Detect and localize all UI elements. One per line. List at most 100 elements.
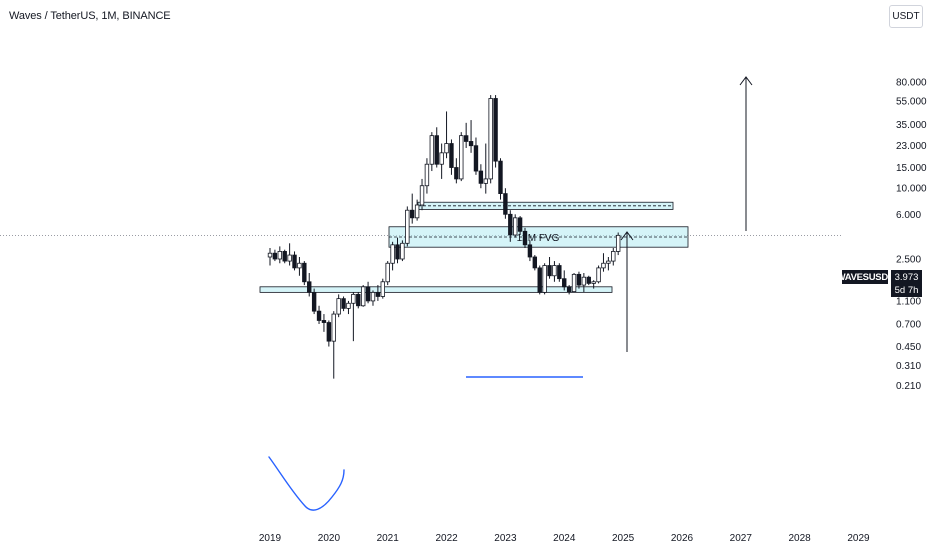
candle — [611, 248, 616, 266]
candle-body-up — [370, 291, 376, 302]
x-tick-label: 2026 — [671, 533, 694, 544]
candle-body-down — [557, 265, 562, 280]
candle — [341, 296, 346, 312]
up-arrow-long — [739, 76, 753, 231]
candle — [483, 143, 488, 194]
candle — [473, 137, 479, 175]
candle — [454, 158, 459, 184]
candle-body-down — [537, 267, 542, 293]
candle — [429, 132, 435, 172]
candle — [282, 249, 287, 264]
candle-body-up — [488, 98, 493, 180]
candle-body-up — [297, 262, 302, 269]
candle — [414, 199, 420, 221]
candle — [522, 227, 528, 249]
candle — [267, 248, 273, 266]
x-tick-label: 2022 — [435, 533, 458, 544]
candle — [493, 95, 498, 168]
x-tick-label: 2029 — [847, 533, 870, 544]
x-tick-label: 2023 — [494, 533, 517, 544]
candle — [439, 143, 444, 179]
candle-body-up — [459, 135, 464, 180]
candle — [517, 216, 523, 235]
candle — [370, 290, 376, 306]
drawings-layer — [268, 76, 753, 511]
y-axis[interactable]: 80.000 55.000 35.000 23.000 15.000 10.000 6.00… — [896, 78, 927, 392]
candle-body-down — [434, 135, 439, 165]
candle — [591, 280, 596, 289]
zone-box — [259, 286, 613, 293]
zones-layer: 12M FVG — [259, 201, 689, 293]
y-tick-label: 0.310 — [896, 361, 921, 372]
candle-body-down — [463, 135, 469, 142]
arrow-head — [620, 231, 634, 241]
candle-body-up — [591, 281, 596, 284]
candle-body-down — [566, 286, 572, 292]
candle-body-up — [287, 254, 292, 262]
candle — [513, 214, 518, 238]
candle — [316, 305, 322, 324]
candle-body-up — [351, 293, 356, 304]
candle — [498, 158, 503, 200]
candle — [557, 263, 562, 282]
candle — [380, 278, 385, 299]
candle-body-down — [527, 244, 533, 258]
candle — [419, 178, 425, 211]
candle — [390, 241, 395, 271]
candle-body-up — [444, 143, 449, 154]
fvg-label: 12M FVG — [517, 233, 560, 244]
x-axis[interactable]: 2019 2020 2021 2022 2023 2024 2025 2026 2027 2028… — [259, 533, 870, 544]
y-tick-label: 0.450 — [896, 342, 921, 353]
bar-countdown: 5d 7h — [894, 285, 919, 296]
candle — [326, 320, 332, 347]
candle-body-down — [365, 286, 371, 302]
candle-body-up — [400, 242, 405, 260]
candle — [405, 206, 410, 247]
candle — [321, 314, 327, 332]
candle-body-down — [410, 209, 415, 219]
candle — [576, 271, 582, 289]
candle — [615, 232, 621, 256]
candle-body-down — [307, 281, 312, 293]
candle — [459, 132, 464, 182]
candle-body-down — [316, 310, 322, 321]
candle-body-up — [390, 244, 395, 264]
candle-body-up — [606, 260, 611, 264]
candle-body-down — [517, 217, 523, 232]
candle-body-up — [419, 185, 425, 206]
candle-body-down — [478, 170, 484, 184]
candle — [351, 292, 356, 342]
candle-body-down — [395, 244, 400, 260]
x-tick-label: 2020 — [318, 533, 341, 544]
candle — [606, 256, 611, 271]
candle — [365, 281, 371, 304]
candle-body-up — [346, 302, 351, 309]
y-tick-label: 0.210 — [896, 381, 921, 392]
x-tick-label: 2028 — [788, 533, 811, 544]
candle — [488, 95, 493, 184]
candle — [527, 240, 533, 262]
candle-body-down — [532, 256, 538, 269]
candle-body-down — [547, 265, 552, 277]
candle — [292, 251, 297, 271]
candle — [360, 285, 366, 307]
symbol-badge: WAVESUSDT — [836, 270, 894, 284]
candle — [302, 261, 307, 286]
candle-body-up — [424, 163, 430, 187]
candle-body-down — [375, 291, 381, 297]
candle-body-up — [380, 281, 385, 297]
candle-body-up — [483, 178, 488, 184]
x-tick-label: 2025 — [612, 533, 635, 544]
candle — [400, 240, 405, 262]
candle — [542, 263, 547, 295]
y-tick-label: 55.000 — [896, 97, 927, 108]
y-tick-label: 10.000 — [896, 184, 927, 195]
candle — [297, 256, 302, 276]
x-tick-label: 2027 — [730, 533, 753, 544]
candle — [375, 285, 381, 301]
candle-body-down — [302, 262, 307, 283]
candle-body-down — [522, 230, 528, 246]
candle-body-down — [503, 193, 508, 215]
unit-selector-button[interactable]: USDT — [889, 5, 923, 28]
